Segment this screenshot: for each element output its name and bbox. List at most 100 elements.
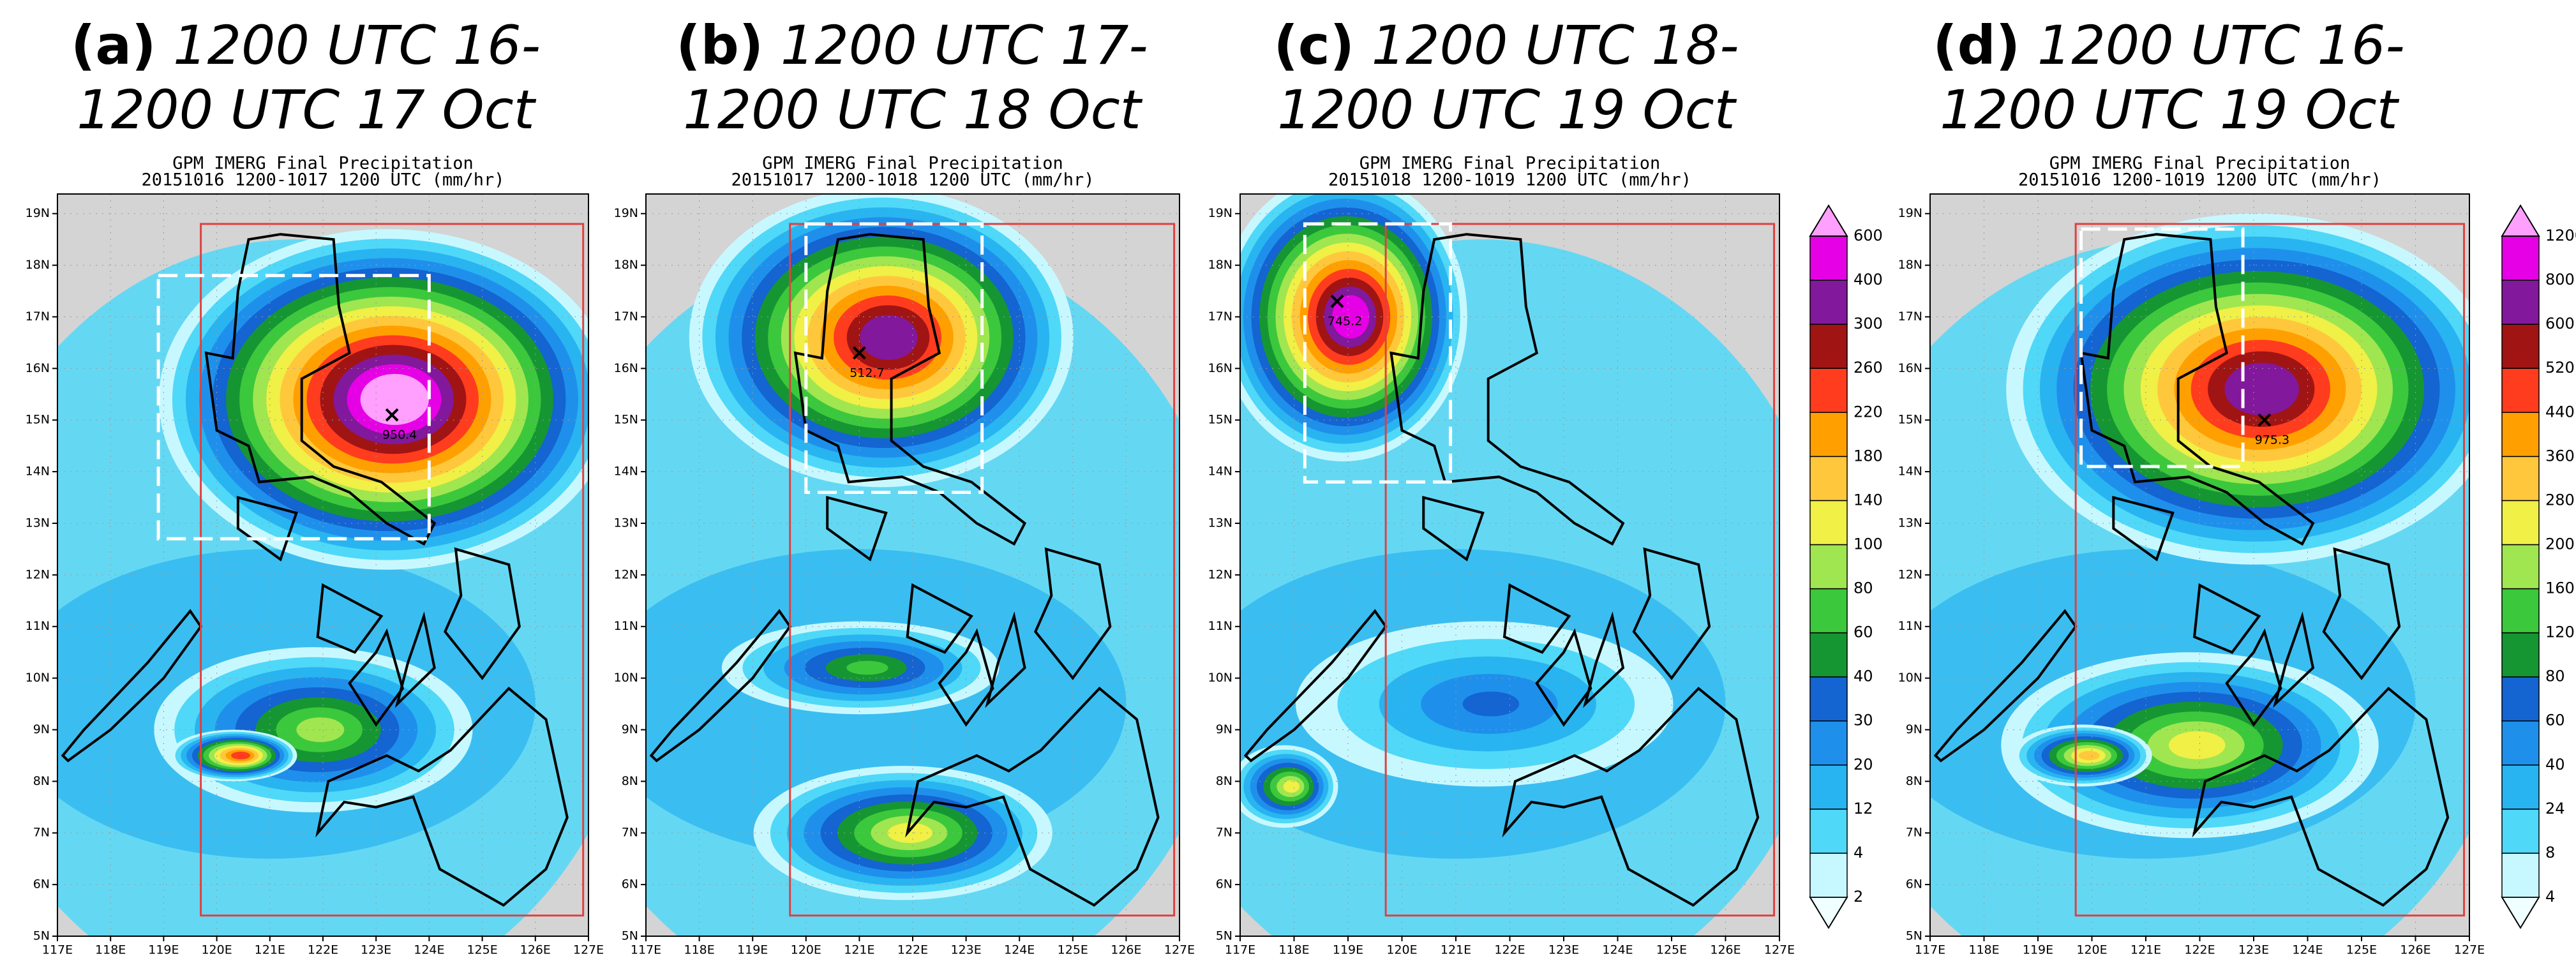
lon-label: 118E <box>1278 943 1309 957</box>
colorbar-label: 520 <box>2545 359 2575 377</box>
colorbar-label: 8 <box>2545 844 2555 862</box>
lat-label: 17N <box>26 310 50 324</box>
lon-label: 117E <box>1915 943 1945 957</box>
lat-label: 19N <box>614 206 638 220</box>
panel-title-line: 1200 UTC 16- <box>173 14 541 77</box>
lon-label: 124E <box>2292 943 2323 957</box>
lat-label: 19N <box>1208 206 1232 220</box>
colorbar-box <box>2501 456 2540 502</box>
lon-label: 120E <box>791 943 821 957</box>
colorbar-box <box>1809 544 1848 590</box>
colorbar-box <box>1809 324 1848 369</box>
colorbar-box <box>2501 853 2540 898</box>
lon-label: 117E <box>631 943 661 957</box>
colorbar-label: 24 <box>2545 800 2565 817</box>
lat-label: 15N <box>1898 413 1922 427</box>
panel-label: (a) <box>71 14 156 77</box>
lat-label: 8N <box>622 774 638 788</box>
lat-label: 13N <box>614 516 638 530</box>
colorbar-label: 280 <box>2545 491 2575 509</box>
lat-label: 14N <box>614 465 638 479</box>
rain-contour <box>860 315 918 361</box>
lat-label: 7N <box>1906 826 1922 840</box>
lat-label: 8N <box>1216 774 1232 788</box>
lon-label: 123E <box>1548 943 1579 957</box>
lon-label: 122E <box>308 943 338 957</box>
coastline <box>649 609 792 763</box>
subtitle: 20151018 1200-1019 1200 UTC (mm/hr) <box>1328 170 1691 190</box>
colorbar-box <box>1809 588 1848 634</box>
colorbar-box <box>2501 765 2540 810</box>
panel-title-line: 1200 UTC 17 Oct <box>77 78 537 141</box>
max-marker <box>852 346 866 360</box>
lat-label: 15N <box>614 413 638 427</box>
lat-label: 14N <box>1208 465 1232 479</box>
subtitle: 20151016 1200-1017 1200 UTC (mm/hr) <box>142 170 505 190</box>
rain-contour <box>2224 362 2299 415</box>
rain-contour <box>231 751 251 759</box>
map: 512.7 <box>646 194 1179 936</box>
lon-label: 126E <box>1111 943 1141 957</box>
lat-label: 16N <box>26 361 50 375</box>
coastline <box>61 609 203 763</box>
colorbar-label: 160 <box>2545 579 2575 597</box>
lon-label: 119E <box>1333 943 1363 957</box>
lon-label: 126E <box>1710 943 1741 957</box>
colorbar-box <box>2501 324 2540 369</box>
domain-box <box>200 223 585 917</box>
coastline <box>2192 687 2450 907</box>
lat-label: 12N <box>614 567 638 581</box>
lat-label: 11N <box>614 619 638 633</box>
lon-label: 118E <box>95 943 126 957</box>
colorbar-label: 220 <box>1853 403 1883 421</box>
lat-label: 11N <box>1898 619 1922 633</box>
colorbar-label: 12 <box>1853 800 1873 817</box>
subtitle: 20151016 1200-1019 1200 UTC (mm/hr) <box>2018 170 2381 190</box>
colorbar-label: 1200 <box>2545 227 2576 244</box>
colorbar-box <box>1809 235 1848 281</box>
lat-label: 7N <box>622 826 638 840</box>
lat-label: 15N <box>26 413 50 427</box>
colorbar-label: 600 <box>1853 227 1883 244</box>
lat-label: 16N <box>1208 361 1232 375</box>
colorbar-box <box>2501 676 2540 722</box>
lat-label: 12N <box>26 567 50 581</box>
panel-title: (a) 1200 UTC 16- <box>71 14 541 77</box>
max-marker <box>385 408 399 422</box>
colorbar-box <box>1809 853 1848 898</box>
lat-label: 10N <box>614 671 638 685</box>
lat-label: 17N <box>1898 310 1922 324</box>
panel-title: (d) 1200 UTC 16- <box>1933 14 2404 77</box>
lat-label: 9N <box>1906 722 1922 736</box>
subtitle: 20151017 1200-1018 1200 UTC (mm/hr) <box>731 170 1095 190</box>
rain-contour <box>846 660 888 675</box>
panel-label: (b) <box>676 14 763 77</box>
coastline <box>1389 233 1625 546</box>
lat-label: 18N <box>1208 258 1232 272</box>
lat-label: 6N <box>1216 877 1232 892</box>
coastline <box>348 628 404 727</box>
rain-contour <box>887 823 932 844</box>
lat-label: 18N <box>26 258 50 272</box>
colorbar-box <box>1809 720 1848 766</box>
panel-label: (d) <box>1933 14 2020 77</box>
lon-label: 123E <box>950 943 981 957</box>
colorbar-box <box>2501 720 2540 766</box>
lat-label: 11N <box>1208 619 1232 633</box>
lat-label: 19N <box>1898 206 1922 220</box>
rain-contour <box>360 373 429 425</box>
lat-label: 10N <box>1898 671 1922 685</box>
map: 950.4 <box>57 194 588 936</box>
lon-label: 125E <box>2346 943 2377 957</box>
colorbar-box <box>2501 809 2540 854</box>
coastline <box>985 611 1026 708</box>
coastline <box>1502 687 1760 907</box>
colorbar-label: 600 <box>2545 315 2575 332</box>
domain-box <box>1384 223 1776 917</box>
colorbar-box <box>1809 676 1848 722</box>
colorbar-box <box>1809 456 1848 502</box>
colorbar-label: 400 <box>1853 271 1883 288</box>
lat-label: 13N <box>1898 516 1922 530</box>
coastline <box>316 583 384 654</box>
colorbar-label: 800 <box>2545 271 2575 288</box>
